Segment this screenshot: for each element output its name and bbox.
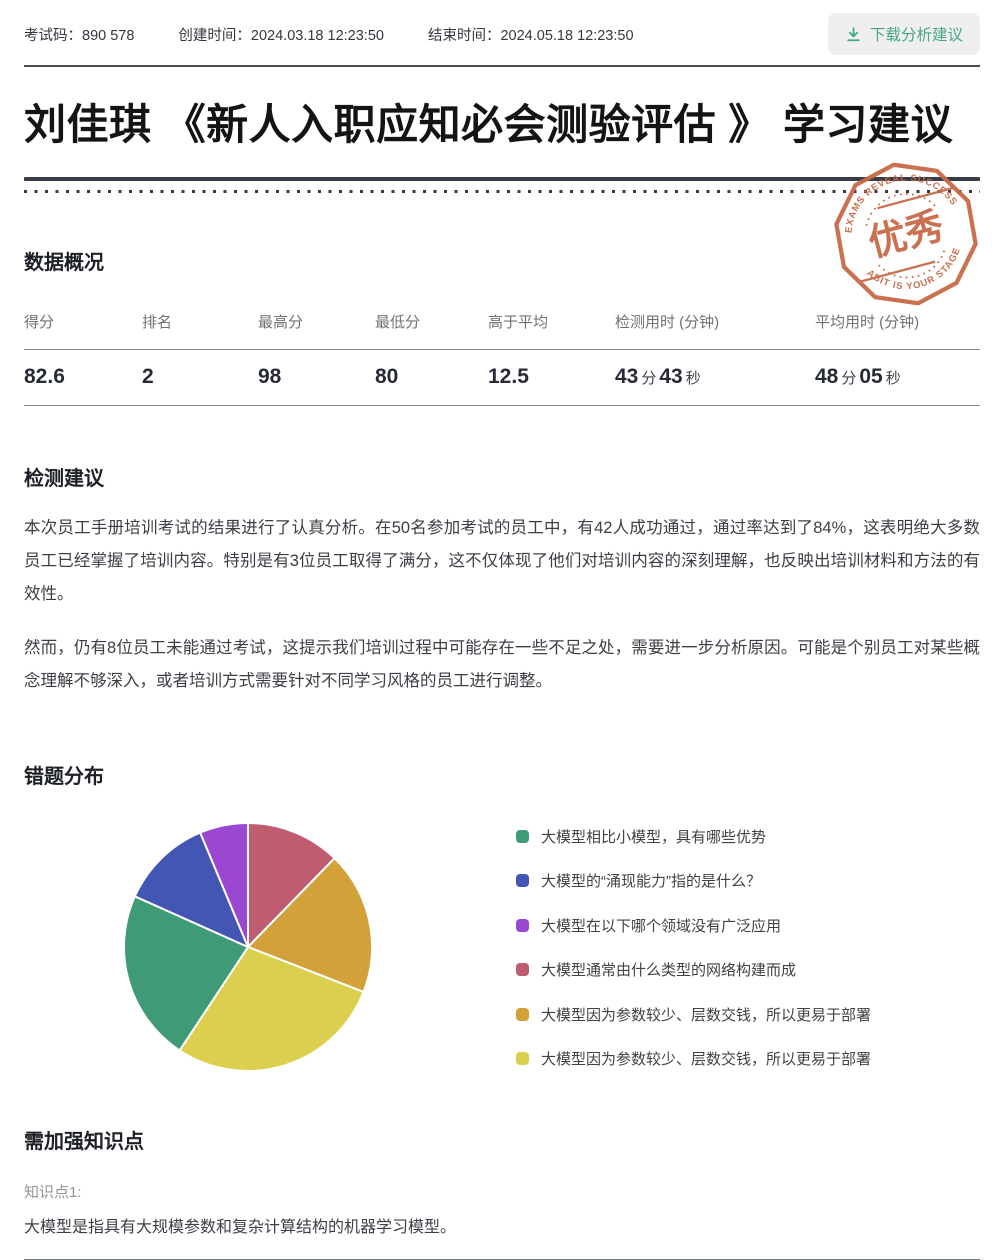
pie-slice xyxy=(133,831,249,948)
created-time-value: 2024.03.18 12:23:50 xyxy=(250,27,384,44)
legend-color-dot xyxy=(516,963,529,976)
suggestion-paragraph-1: 本次员工手册培训考试的结果进行了认真分析。在50名参加考试的员工中，有42人成功… xyxy=(24,519,980,603)
score-value: 82.6 xyxy=(24,365,65,388)
knowledge-heading: 需加强知识点 xyxy=(24,1131,144,1153)
legend-color-dot xyxy=(516,1007,529,1021)
overview-table: 得分 排名 最高分 最低分 高于平均 检测用时 (分钟) 平均用时 (分钟) 8… xyxy=(24,311,980,406)
legend-color-dot xyxy=(516,829,529,843)
col-exam-duration: 检测用时 (分钟) xyxy=(615,314,720,331)
knowledge-point-label: 知识点1: xyxy=(24,1184,82,1201)
end-time: 结束时间：2024.05.18 12:23:50 xyxy=(428,24,634,45)
report-page: 考试码：890 578 创建时间：2024.03.18 12:23:50 结束时… xyxy=(24,0,980,1260)
legend-item[interactable]: 大模型因为参数较少、层数交钱，所以更易于部署 xyxy=(516,1047,871,1071)
min-score-value: 80 xyxy=(375,365,399,388)
suggestion-heading: 检测建议 xyxy=(24,468,104,490)
overview-header-row: 得分 排名 最高分 最低分 高于平均 检测用时 (分钟) 平均用时 (分钟) xyxy=(24,311,980,350)
legend-label: 大模型的“涌现能力”指的是什么？ xyxy=(541,873,761,890)
exam-code-value: 890 578 xyxy=(82,27,135,44)
stamp-top-text: EXAMS REVEAL SUCCESS xyxy=(832,159,960,236)
top-divider xyxy=(24,65,980,67)
overview-value-row: 82.6 2 98 80 12.5 43 分 43 秒 48 分 05 秒 xyxy=(24,350,980,406)
section-knowledge-points: 需加强知识点 知识点1: 大模型是指具有大规模参数和复杂计算结构的机器学习模型。 xyxy=(24,1125,980,1260)
col-rank: 排名 xyxy=(142,314,173,331)
wrong-distribution-heading: 错题分布 xyxy=(24,766,104,788)
legend-label: 大模型在以下哪个领域没有广泛应用 xyxy=(541,917,782,935)
legend-label: 大模型相比小模型，具有哪些优势 xyxy=(541,828,767,846)
title-divider-solid xyxy=(24,177,980,181)
legend-item[interactable]: 大模型因为参数较少、层数交钱，所以更易于部署 xyxy=(516,1002,871,1026)
title-divider-dotted xyxy=(24,190,980,193)
legend-item[interactable]: 大模型相比小模型，具有哪些优势 xyxy=(516,824,871,848)
created-time-label: 创建时间： xyxy=(178,27,251,44)
topbar: 考试码：890 578 创建时间：2024.03.18 12:23:50 结束时… xyxy=(24,0,980,56)
section-test-suggestion: 检测建议 本次员工手册培训考试的结果进行了认真分析。在50名参加考试的员工中，有… xyxy=(24,462,980,698)
col-above-average: 高于平均 xyxy=(488,314,549,331)
exam-code: 考试码：890 578 xyxy=(24,24,134,45)
pie-chart xyxy=(123,822,373,1072)
exam-minutes-unit: 分 xyxy=(641,370,657,387)
rank-value: 2 xyxy=(142,365,154,388)
exam-meta: 考试码：890 578 创建时间：2024.03.18 12:23:50 结束时… xyxy=(24,24,634,45)
knowledge-point-text: 大模型是指具有大规模参数和复杂计算结构的机器学习模型。 xyxy=(24,1219,457,1236)
avg-minutes-unit: 分 xyxy=(841,370,857,387)
download-icon xyxy=(845,26,862,43)
chart-row: 大模型相比小模型，具有哪些优势 大模型的“涌现能力”指的是什么？ 大模型在以下哪个领… xyxy=(24,819,980,1075)
pie-slice xyxy=(178,946,365,1072)
legend-color-dot xyxy=(516,1052,529,1065)
max-score-value: 98 xyxy=(258,365,282,388)
legend-color-dot xyxy=(516,918,529,932)
created-time: 创建时间：2024.03.18 12:23:50 xyxy=(178,24,384,45)
exam-seconds: 43 xyxy=(659,365,683,388)
legend-item[interactable]: 大模型的“涌现能力”指的是什么？ xyxy=(516,869,871,893)
download-analysis-button[interactable]: 下载分析建议 xyxy=(827,13,980,55)
exam-seconds-unit: 秒 xyxy=(685,370,701,387)
legend-item[interactable]: 大模型在以下哪个领域没有广泛应用 xyxy=(516,913,871,937)
col-max-score: 最高分 xyxy=(258,314,304,331)
avg-seconds-unit: 秒 xyxy=(885,370,901,387)
col-score: 得分 xyxy=(24,314,55,331)
page-title: 刘佳琪 《新人入职应知必会测验评估 》 学习建议 xyxy=(24,101,954,148)
section-data-overview: 数据概况 得分 排名 最高分 最低分 高于平均 检测用时 (分钟) 平均用时 (… xyxy=(24,246,980,406)
legend-label: 大模型因为参数较少、层数交钱，所以更易于部署 xyxy=(541,1006,872,1024)
pie-slice xyxy=(199,822,249,948)
col-min-score: 最低分 xyxy=(375,314,421,331)
exam-code-label: 考试码： xyxy=(24,27,82,44)
exam-minutes: 43 xyxy=(615,365,639,388)
suggestion-paragraph-2: 然而，仍有8位员工未能通过考试，这提示我们培训过程中可能存在一些不足之处，需要进… xyxy=(24,639,980,690)
pie-slice xyxy=(123,895,249,1052)
end-time-value: 2024.05.18 12:23:50 xyxy=(500,27,634,44)
pie-chart-container xyxy=(120,819,376,1075)
above-average-value: 12.5 xyxy=(488,365,529,388)
download-button-label: 下载分析建议 xyxy=(869,27,963,44)
legend-label: 大模型因为参数较少、层数交钱，所以更易于部署 xyxy=(541,1051,872,1068)
end-time-label: 结束时间： xyxy=(427,27,501,44)
average-duration-value: 48 分 05 秒 xyxy=(815,365,980,389)
pie-slice xyxy=(247,822,336,948)
avg-seconds: 05 xyxy=(859,365,883,388)
section-wrong-distribution: 错题分布 大模型相比小模型，具有哪些优势 大模型的“涌现能力”指的是什么？ 大模型在… xyxy=(24,760,980,1075)
chart-legend: 大模型相比小模型，具有哪些优势 大模型的“涌现能力”指的是什么？ 大模型在以下哪个领… xyxy=(516,819,871,1071)
avg-minutes: 48 xyxy=(815,365,839,388)
exam-duration-value: 43 分 43 秒 xyxy=(615,365,815,389)
legend-item[interactable]: 大模型通常由什么类型的网络构建而成 xyxy=(516,958,871,982)
legend-label: 大模型通常由什么类型的网络构建而成 xyxy=(541,962,797,979)
col-average-duration: 平均用时 (分钟) xyxy=(815,314,920,331)
legend-color-dot xyxy=(516,874,529,887)
overview-heading: 数据概况 xyxy=(24,252,104,274)
